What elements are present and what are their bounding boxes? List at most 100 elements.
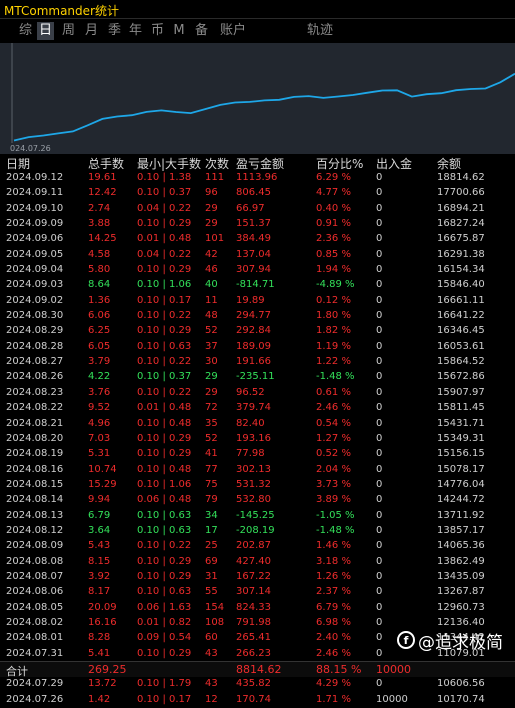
cell-date: 2024.08.05 <box>6 601 64 613</box>
cell-date: 2024.09.10 <box>6 202 64 214</box>
cell-lots: 3.76 <box>88 386 111 398</box>
cell-profit: 167.22 <box>236 570 271 582</box>
cell-profit: 435.82 <box>236 678 271 690</box>
cell-lots: 15.29 <box>88 478 117 490</box>
table-row[interactable]: 2024.09.05 4.58 0.04 | 0.22 42 137.04 0.85 % 0… <box>0 248 515 263</box>
cell-lots: 6.05 <box>88 340 111 352</box>
col-header-lots[interactable]: 总手数 <box>88 157 125 171</box>
table-row[interactable]: 2024.08.08 8.15 0.10 | 0.29 69 427.40 3.18 % 0… <box>0 555 515 570</box>
cell-pct: 1.22 % <box>316 356 351 368</box>
table-row[interactable]: 2024.08.28 6.05 0.10 | 0.63 37 189.09 1.19 % 0… <box>0 340 515 355</box>
col-header-minmax[interactable]: 最小|大手数 <box>137 157 202 171</box>
cell-balance: 12136.40 <box>437 616 485 628</box>
table-row[interactable]: 2024.09.06 14.25 0.01 | 0.48 101 384.49 2.36 … <box>0 232 515 247</box>
cell-date: 2024.08.06 <box>6 586 64 598</box>
platform-logo-icon: f <box>397 631 415 649</box>
cell-pct: 6.29 % <box>316 172 351 183</box>
col-header-flow[interactable]: 出入金 <box>376 157 413 171</box>
table-row[interactable]: 2024.07.26 1.42 0.10 | 0.17 12 170.74 1.71 % 1… <box>0 693 515 708</box>
col-header-percent[interactable]: 百分比% <box>316 157 364 171</box>
table-row[interactable]: 2024.07.31 5.41 0.10 | 0.29 43 266.23 2.46 % 0… <box>0 647 515 662</box>
cell-minmax: 0.06 | 1.63 <box>137 601 192 613</box>
cell-minmax: 0.10 | 0.22 <box>137 310 192 322</box>
table-row[interactable]: 2024.08.22 9.52 0.01 | 0.48 72 379.74 2.46 % 0… <box>0 401 515 416</box>
table-row[interactable]: 2024.08.05 20.09 0.06 | 1.63 154 824.33 6.79 … <box>0 601 515 616</box>
table-row[interactable]: 2024.09.03 8.64 0.10 | 1.06 40 -814.71 -4.89 … <box>0 278 515 293</box>
table-row[interactable]: 2024.08.21 4.96 0.10 | 0.48 35 82.40 0.54 % 0 1… <box>0 417 515 432</box>
table-row[interactable]: 2024.09.02 1.36 0.10 | 0.17 11 19.89 0.12 % 0 1… <box>0 294 515 309</box>
cell-lots: 14.25 <box>88 233 117 245</box>
table-row[interactable]: 2024.08.27 3.79 0.10 | 0.22 30 191.66 1.22 % 0… <box>0 355 515 370</box>
cell-profit: 302.13 <box>236 463 271 475</box>
cell-balance: 15907.97 <box>437 386 485 398</box>
table-row[interactable]: 2024.08.12 3.64 0.10 | 0.63 17 -208.19 -1.48 … <box>0 524 515 539</box>
cell-profit: 191.66 <box>236 356 271 368</box>
tab-6[interactable]: 币 <box>150 23 164 38</box>
tab-2[interactable]: 周 <box>61 23 75 38</box>
table-row[interactable]: 2024.08.14 9.94 0.06 | 0.48 79 532.80 3.89 % 0… <box>0 493 515 508</box>
cell-minmax: 0.10 | 0.48 <box>137 463 192 475</box>
table-row[interactable]: 2024.09.10 2.74 0.04 | 0.22 29 66.97 0.40 % 0 1… <box>0 202 515 217</box>
cell-date: 2024.08.27 <box>6 356 64 368</box>
table-row[interactable]: 2024.09.04 5.80 0.10 | 0.29 46 307.94 1.94 % 0… <box>0 263 515 278</box>
table-row[interactable]: 2024.08.15 15.29 0.10 | 1.06 75 531.32 3.73 %… <box>0 478 515 493</box>
col-header-balance[interactable]: 余额 <box>437 157 462 171</box>
cell-lots: 3.92 <box>88 570 111 582</box>
table-row[interactable]: 2024.08.02 16.16 0.01 | 0.82 108 791.98 6.98 … <box>0 616 515 631</box>
cell-date: 2024.08.21 <box>6 417 64 429</box>
cell-flow: 0 <box>376 432 383 444</box>
table-row[interactable]: 2024.08.01 8.28 0.09 | 0.54 60 265.41 2.40 % 0… <box>0 631 515 646</box>
table-row[interactable]: 2024.08.23 3.76 0.10 | 0.22 29 96.52 0.61 % 0 1… <box>0 386 515 401</box>
table-header: 日期 总手数 最小|大手数 次数 盈亏金额 百分比% 出入金 余额 <box>0 154 515 171</box>
cell-profit: 202.87 <box>236 540 271 552</box>
col-header-count[interactable]: 次数 <box>205 157 230 171</box>
cell-count: 79 <box>205 494 218 506</box>
cell-profit: -145.25 <box>236 509 275 521</box>
cell-pct: -1.05 % <box>316 509 355 521</box>
table-row[interactable]: 2024.08.13 6.79 0.10 | 0.63 34 -145.25 -1.05 … <box>0 509 515 524</box>
table-row[interactable]: 2024.08.20 7.03 0.10 | 0.29 52 193.16 1.27 % 0… <box>0 432 515 447</box>
table-row[interactable]: 2024.08.29 6.25 0.10 | 0.29 52 292.84 1.82 % 0… <box>0 324 515 339</box>
table-row[interactable]: 2024.08.06 8.17 0.10 | 0.63 55 307.14 2.37 % 0… <box>0 585 515 600</box>
tab-1[interactable]: 日 <box>37 22 54 40</box>
table-row[interactable]: 2024.09.09 3.88 0.10 | 0.29 29 151.37 0.91 % 0… <box>0 217 515 232</box>
cell-profit: 151.37 <box>236 218 271 230</box>
tab-4[interactable]: 季 <box>107 23 121 38</box>
cell-lots: 16.16 <box>88 616 117 628</box>
cell-lots: 4.22 <box>88 371 111 383</box>
tab-5[interactable]: 年 <box>128 23 142 38</box>
table-row[interactable]: 2024.08.09 5.43 0.10 | 0.22 25 202.87 1.46 % 0… <box>0 539 515 554</box>
table-row[interactable]: 2024.08.07 3.92 0.10 | 0.29 31 167.22 1.26 % 0… <box>0 570 515 585</box>
cell-lots: 5.41 <box>88 647 111 659</box>
table-row[interactable]: 2024.08.26 4.22 0.10 | 0.37 29 -235.11 -1.48 … <box>0 370 515 385</box>
cell-date: 2024.09.11 <box>6 187 64 199</box>
cell-flow: 0 <box>376 402 383 414</box>
cell-minmax: 0.10 | 1.38 <box>137 172 192 183</box>
cell-pct: 1.82 % <box>316 325 351 337</box>
table-row[interactable]: 2024.07.29 13.72 0.10 | 1.79 43 435.82 4.29 %… <box>0 677 515 692</box>
tab-7[interactable]: M <box>173 23 185 38</box>
table-row[interactable]: 2024.08.19 5.31 0.10 | 0.29 41 77.98 0.52 % 0 1… <box>0 447 515 462</box>
cell-count: 154 <box>205 601 225 613</box>
tab-9[interactable]: 账户 <box>219 23 246 38</box>
table-row[interactable]: 2024.09.11 12.42 0.10 | 0.37 96 806.45 4.77 %… <box>0 186 515 201</box>
tab-0[interactable]: 综 <box>18 23 32 38</box>
table-row[interactable]: 2024.09.12 19.61 0.10 | 1.38 111 1113.96 6.29… <box>0 171 515 186</box>
col-header-date[interactable]: 日期 <box>6 157 31 171</box>
table-row[interactable]: 2024.08.16 10.74 0.10 | 0.48 77 302.13 2.04 %… <box>0 463 515 478</box>
cell-balance: 15156.15 <box>437 448 485 460</box>
cell-flow: 0 <box>376 632 383 644</box>
cell-profit: 266.23 <box>236 647 271 659</box>
table-row[interactable]: 2024.08.30 6.06 0.10 | 0.22 48 294.77 1.80 % 0… <box>0 309 515 324</box>
cell-date: 2024.09.12 <box>6 172 64 183</box>
tab-10[interactable]: 轨迹 <box>306 23 333 38</box>
cell-count: 52 <box>205 325 218 337</box>
col-header-profit[interactable]: 盈亏金额 <box>236 157 285 171</box>
tab-3[interactable]: 月 <box>84 23 98 38</box>
cell-date: 2024.08.13 <box>6 509 64 521</box>
tab-8[interactable]: 备 <box>194 23 208 38</box>
cell-balance: 15078.17 <box>437 463 485 475</box>
cell-pct: 0.52 % <box>316 448 351 460</box>
total-profit: 8814.62 <box>236 663 282 676</box>
cell-flow: 0 <box>376 371 383 383</box>
